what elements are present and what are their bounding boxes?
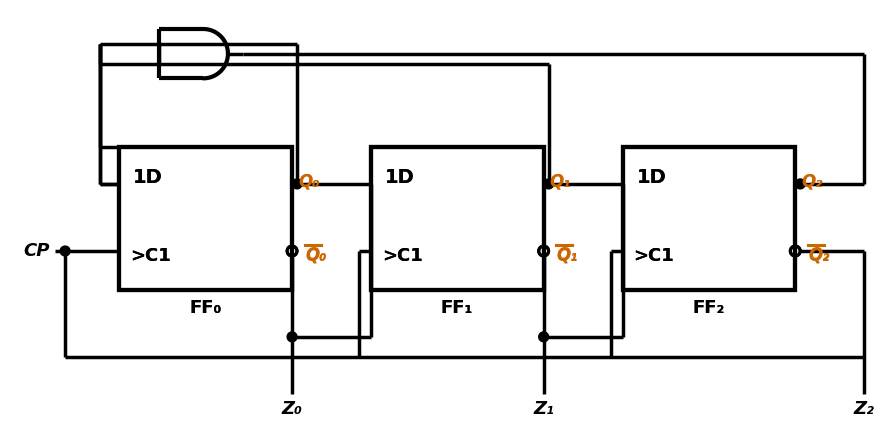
Text: >C1: >C1	[130, 247, 171, 265]
Circle shape	[538, 332, 548, 342]
Text: Q₁: Q₁	[556, 246, 578, 264]
Circle shape	[287, 332, 297, 342]
Text: Q₀: Q₀	[305, 246, 327, 264]
Text: Q₁: Q₁	[550, 173, 571, 191]
Text: Q₀: Q₀	[298, 173, 320, 191]
Circle shape	[796, 179, 805, 189]
Circle shape	[61, 246, 70, 256]
Text: FF₂: FF₂	[692, 299, 724, 317]
Text: 1D: 1D	[384, 168, 415, 187]
Text: Q₂: Q₂	[801, 173, 822, 191]
Text: Q₂: Q₂	[808, 247, 829, 265]
Text: Z₀: Z₀	[281, 400, 303, 418]
Text: FF₁: FF₁	[441, 299, 473, 317]
Text: >C1: >C1	[382, 247, 423, 265]
Text: 1D: 1D	[636, 168, 666, 187]
Text: Q₀: Q₀	[305, 247, 327, 265]
Text: Z₂: Z₂	[854, 400, 875, 418]
Text: 1D: 1D	[134, 168, 163, 187]
Text: Q₁: Q₁	[556, 247, 578, 265]
Text: >C1: >C1	[382, 247, 423, 265]
Text: FF₀: FF₀	[189, 299, 222, 317]
Bar	[371, 147, 544, 290]
Text: Z₁: Z₁	[533, 400, 554, 418]
Text: 1D: 1D	[384, 168, 415, 187]
Text: >C1: >C1	[130, 247, 171, 265]
Bar	[119, 147, 292, 290]
Text: FF₁: FF₁	[441, 299, 473, 317]
Text: CP: CP	[24, 242, 51, 260]
Bar	[623, 147, 796, 290]
Circle shape	[544, 179, 554, 189]
Text: Q₂: Q₂	[801, 173, 822, 191]
Text: Q₂: Q₂	[808, 246, 829, 264]
Bar	[623, 147, 796, 290]
Text: Q₁: Q₁	[550, 173, 571, 191]
Text: >C1: >C1	[634, 247, 675, 265]
Text: FF₀: FF₀	[189, 299, 222, 317]
Text: 1D: 1D	[134, 168, 163, 187]
Bar	[371, 147, 544, 290]
Text: Q₀: Q₀	[298, 173, 320, 191]
Text: FF₂: FF₂	[692, 299, 724, 317]
Text: >C1: >C1	[634, 247, 675, 265]
Circle shape	[292, 179, 302, 189]
Text: 1D: 1D	[636, 168, 666, 187]
Bar	[119, 147, 292, 290]
